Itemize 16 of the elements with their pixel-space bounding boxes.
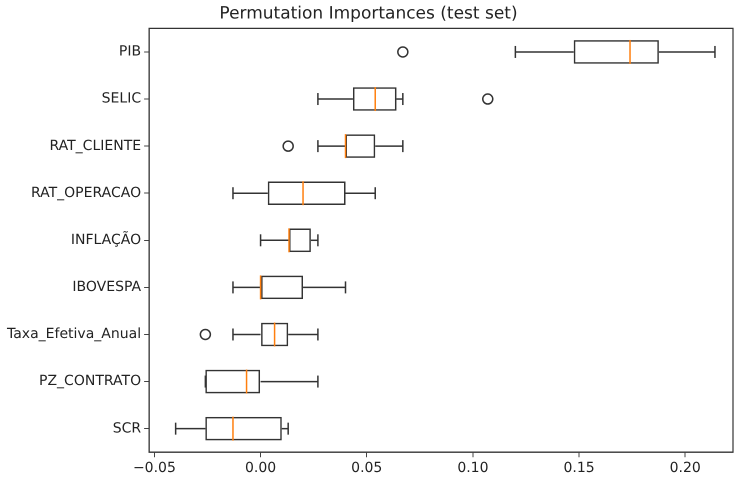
y-tick-label: RAT_OPERACAO [30,184,142,201]
y-tick-label: INFLAÇÃO [70,230,142,248]
y-tick-label: PZ_CONTRATO [39,373,142,390]
y-tick-label: RAT_CLIENTE [49,138,142,154]
y-tick-label: SCR [112,420,142,436]
y-tick-label: Taxa_Efetiva_Anual [6,326,142,342]
y-tick-label: PIB [118,44,142,60]
x-tick-label: 0.20 [670,460,701,476]
x-tick-label: 0.15 [563,460,595,476]
x-tick-label: −0.05 [132,460,176,476]
y-tick-label: IBOVESPA [72,279,142,296]
x-tick-label: 0.00 [244,460,276,476]
x-tick-label: 0.05 [351,460,382,476]
y-tick-label: SELIC [102,90,142,107]
chart-title: Permutation Importances (test set) [219,4,518,24]
x-tick-label: 0.10 [457,460,488,476]
